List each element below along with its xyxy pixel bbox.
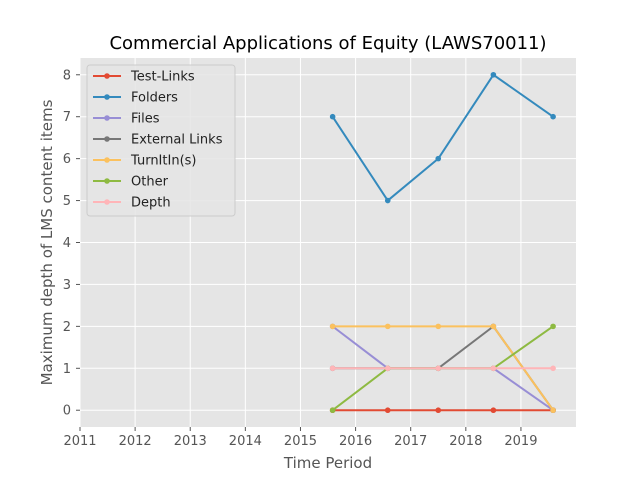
y-axis-label: Maximum depth of LMS content items bbox=[38, 99, 56, 385]
legend-label: Test-Links bbox=[130, 70, 195, 85]
data-point-folders bbox=[329, 113, 336, 120]
y-tick-label: 3 bbox=[63, 278, 71, 293]
y-tick-label: 6 bbox=[63, 152, 71, 167]
legend-item: TurnItIn(s) bbox=[93, 154, 196, 169]
grid bbox=[79, 58, 576, 427]
data-point-other bbox=[329, 407, 336, 414]
x-axis-label: Time Period bbox=[283, 454, 372, 472]
y-axis: 0 1 2 3 4 5 6 7 8 bbox=[63, 68, 80, 419]
legend-swatch-marker bbox=[104, 94, 110, 100]
data-point-depth bbox=[329, 365, 336, 372]
y-tick-label: 5 bbox=[63, 194, 71, 209]
y-tick-label: 2 bbox=[63, 320, 71, 335]
x-tick-label: 2011 bbox=[63, 434, 96, 449]
legend-label: Depth bbox=[131, 196, 171, 211]
data-point-folders bbox=[384, 197, 391, 204]
data-point-other bbox=[550, 323, 556, 330]
data-point-folders bbox=[490, 71, 497, 78]
legend-swatch-marker bbox=[104, 73, 110, 79]
legend-label: TurnItIn(s) bbox=[130, 154, 196, 169]
data-point-depth bbox=[490, 365, 497, 372]
series-depth bbox=[329, 365, 556, 372]
y-tick-label: 8 bbox=[63, 68, 71, 83]
data-point-depth bbox=[550, 365, 556, 372]
x-tick-label: 2016 bbox=[339, 434, 372, 449]
legend-label: Other bbox=[131, 175, 169, 190]
data-point-folders bbox=[550, 113, 556, 120]
legend-swatch-marker bbox=[104, 157, 110, 163]
legend-swatch-marker bbox=[104, 199, 110, 205]
y-tick-label: 7 bbox=[63, 110, 71, 125]
legend-swatch-marker bbox=[104, 136, 110, 142]
x-tick-label: 2014 bbox=[229, 434, 262, 449]
x-axis: 2011 2012 2013 2014 2015 2016 2017 2018 2019 bbox=[63, 427, 537, 449]
data-point-depth bbox=[435, 365, 442, 372]
legend-item: Folders bbox=[93, 91, 178, 106]
legend-item: Files bbox=[93, 112, 160, 127]
legend-item: External Links bbox=[93, 133, 223, 148]
legend-item: Other bbox=[93, 175, 169, 190]
data-point-turnitin-s bbox=[329, 323, 336, 330]
y-tick-label: 1 bbox=[63, 362, 71, 377]
x-tick-label: 2012 bbox=[119, 434, 152, 449]
data-point-turnitin-s bbox=[550, 407, 556, 414]
legend-frame bbox=[86, 64, 236, 217]
x-tick-label: 2013 bbox=[174, 434, 207, 449]
chart-title: Commercial Applications of Equity (LAWS7… bbox=[109, 33, 546, 54]
x-tick-label: 2018 bbox=[449, 434, 482, 449]
y-tick-label: 0 bbox=[63, 404, 71, 419]
legend-swatch-marker bbox=[104, 115, 110, 121]
x-tick-label: 2015 bbox=[284, 434, 317, 449]
legend: Test-Links Folders Files External Links Turn… bbox=[86, 64, 236, 217]
data-point-turnitin-s bbox=[490, 323, 497, 330]
y-tick-label: 4 bbox=[63, 236, 71, 251]
legend-label: Files bbox=[131, 112, 160, 127]
x-tick-label: 2017 bbox=[394, 434, 427, 449]
legend-item: Depth bbox=[93, 196, 171, 211]
legend-swatch-marker bbox=[104, 178, 110, 184]
x-tick-label: 2019 bbox=[504, 434, 537, 449]
legend-label: Folders bbox=[131, 91, 178, 106]
data-point-test-links bbox=[384, 407, 391, 414]
series-folders bbox=[329, 71, 556, 204]
legend-label: External Links bbox=[131, 133, 223, 148]
data-point-turnitin-s bbox=[435, 323, 442, 330]
legend-item: Test-Links bbox=[93, 70, 195, 85]
data-point-test-links bbox=[490, 407, 497, 414]
data-point-turnitin-s bbox=[384, 323, 391, 330]
data-point-test-links bbox=[435, 407, 442, 414]
data-point-depth bbox=[384, 365, 391, 372]
data-point-folders bbox=[435, 155, 442, 162]
series-layer bbox=[329, 71, 556, 414]
